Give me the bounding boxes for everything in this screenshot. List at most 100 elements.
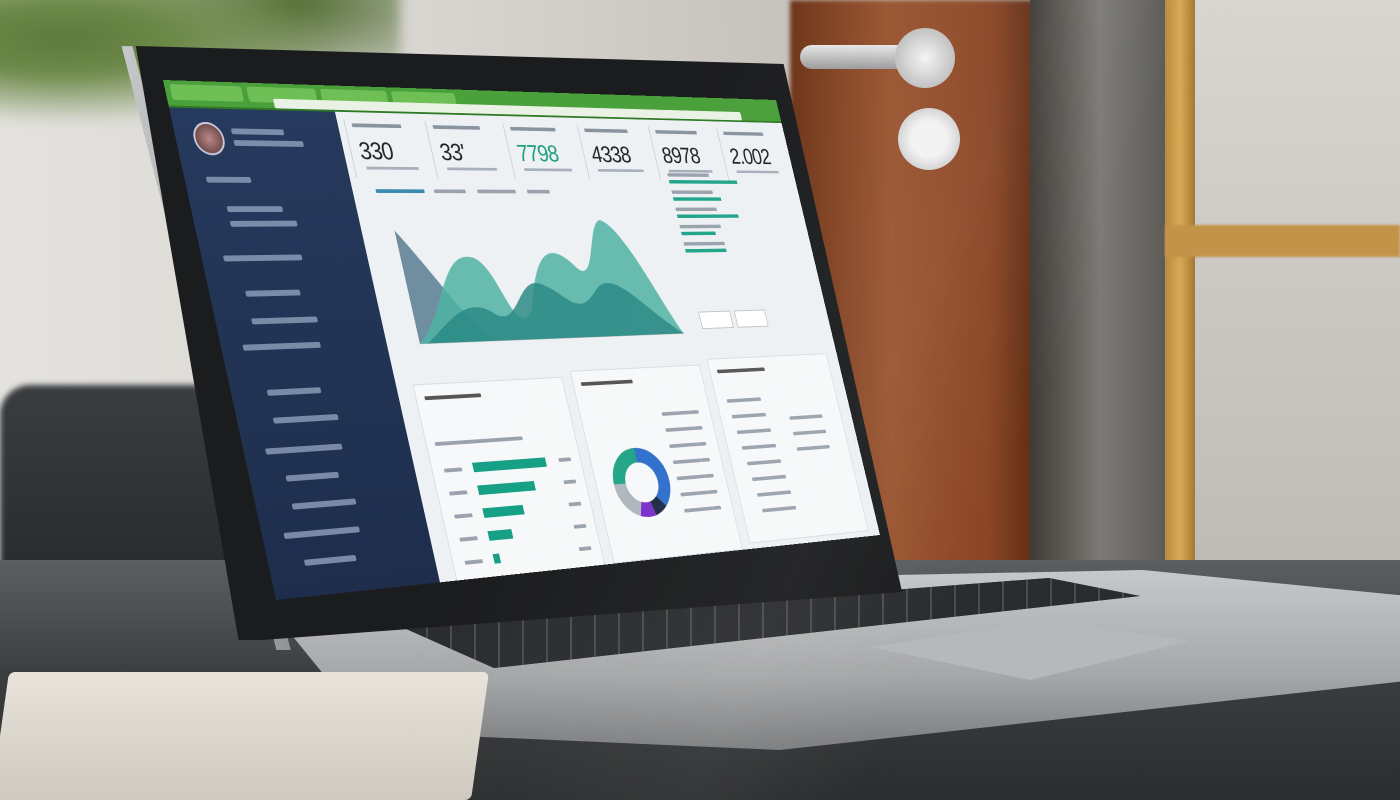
list-item[interactable] [752, 475, 786, 481]
kpi-caption [524, 168, 572, 171]
list-item[interactable] [742, 444, 777, 450]
bar-label [459, 536, 478, 542]
list-label [679, 225, 721, 229]
kpi-value: 33' [437, 138, 468, 167]
kpi-card: 4338 [577, 125, 658, 180]
legend-item [662, 411, 691, 416]
sidebar-item[interactable] [251, 316, 318, 324]
list-item[interactable] [747, 459, 781, 465]
door-frame [1030, 0, 1170, 600]
kpi-label [433, 125, 481, 130]
kpi-value: 8978 [659, 142, 702, 169]
legend-value [697, 442, 706, 446]
kpi-label [655, 130, 697, 134]
legend-value [705, 474, 714, 478]
legend-item [680, 490, 709, 496]
bar [493, 554, 501, 564]
kpi-caption [366, 167, 419, 170]
kpi-card: 7798 [502, 123, 586, 179]
sidebar-item[interactable] [292, 498, 357, 509]
kpi-caption [447, 167, 497, 170]
list-item[interactable] [727, 397, 762, 403]
bar-value [574, 524, 587, 529]
sidebar-item[interactable] [227, 206, 284, 212]
kpi-caption [598, 169, 644, 172]
list-item[interactable] [737, 428, 772, 434]
sidebar-item[interactable] [230, 221, 298, 227]
kpi-value: 2.002 [727, 143, 773, 170]
kpi-label [723, 132, 763, 136]
browser-tab[interactable] [169, 84, 244, 102]
sidebar-item[interactable] [273, 414, 339, 424]
list-item[interactable] [757, 490, 791, 497]
kpi-card: 2.002 [716, 128, 791, 181]
kpi-card: 33' [425, 121, 512, 179]
bar-value [558, 457, 571, 462]
kpi-value: 4338 [588, 141, 633, 169]
tab[interactable] [527, 190, 550, 194]
legend-value [708, 490, 717, 494]
legend-value [690, 410, 699, 414]
legend-item [676, 474, 705, 480]
kpi-label [584, 129, 628, 133]
sidebar-item[interactable] [223, 254, 303, 261]
sidebar-item[interactable] [285, 472, 339, 482]
sidebar-item[interactable] [245, 290, 301, 297]
bar [482, 505, 524, 518]
avatar[interactable] [190, 122, 228, 156]
list-label [667, 173, 709, 177]
legend-item [669, 442, 698, 448]
kpi-value: 330 [356, 137, 396, 166]
kpi-card: 330 [343, 119, 434, 178]
user-role [233, 140, 304, 147]
legend-value [701, 458, 710, 462]
chart-button[interactable] [698, 311, 733, 329]
tab[interactable] [477, 190, 516, 194]
shelf-board [1165, 225, 1400, 257]
progress-bar [685, 249, 727, 253]
sidebar-item[interactable] [265, 444, 343, 455]
progress-bar [669, 180, 738, 184]
list-label [675, 208, 717, 212]
background-room [1195, 0, 1400, 600]
area-chart [372, 202, 693, 354]
bar [487, 529, 513, 541]
kpi-caption [736, 170, 779, 173]
legend-value [694, 426, 703, 430]
summary-line [789, 414, 822, 420]
sidebar-item[interactable] [304, 555, 357, 566]
bar-label [449, 490, 468, 495]
list-item[interactable] [732, 413, 767, 419]
donut-chart [599, 439, 683, 526]
sidebar-item[interactable] [267, 387, 322, 396]
sidebar-item[interactable] [206, 177, 252, 183]
kpi-value: 7798 [514, 139, 561, 167]
kpi-label [510, 127, 556, 132]
user-name [231, 128, 285, 135]
panel-subtitle [435, 436, 523, 446]
tab[interactable] [434, 189, 466, 193]
bar-label [454, 513, 473, 518]
laptop-screen-dashboard: 330 33' 7798 4338 8978 2.002 [163, 80, 880, 600]
summary-line [797, 445, 830, 451]
tab-active[interactable] [375, 189, 425, 193]
notebook [0, 672, 489, 800]
list-item[interactable] [762, 506, 796, 513]
bar-value [568, 502, 581, 507]
legend-item [665, 426, 694, 432]
sidebar-item[interactable] [242, 342, 321, 351]
chart-button[interactable] [734, 309, 769, 327]
door-lock [898, 108, 960, 170]
panel-title [424, 393, 481, 400]
bar-chart-panel [412, 377, 606, 587]
bar-label [444, 467, 463, 472]
progress-bar [677, 214, 739, 218]
legend-item [673, 458, 702, 464]
bar-value [579, 546, 592, 551]
progress-bar [681, 232, 716, 236]
bar-value [563, 479, 576, 484]
shelf-post [1165, 0, 1195, 600]
panel-title [717, 367, 765, 373]
panel-title [581, 380, 633, 386]
sidebar-item[interactable] [283, 526, 360, 539]
